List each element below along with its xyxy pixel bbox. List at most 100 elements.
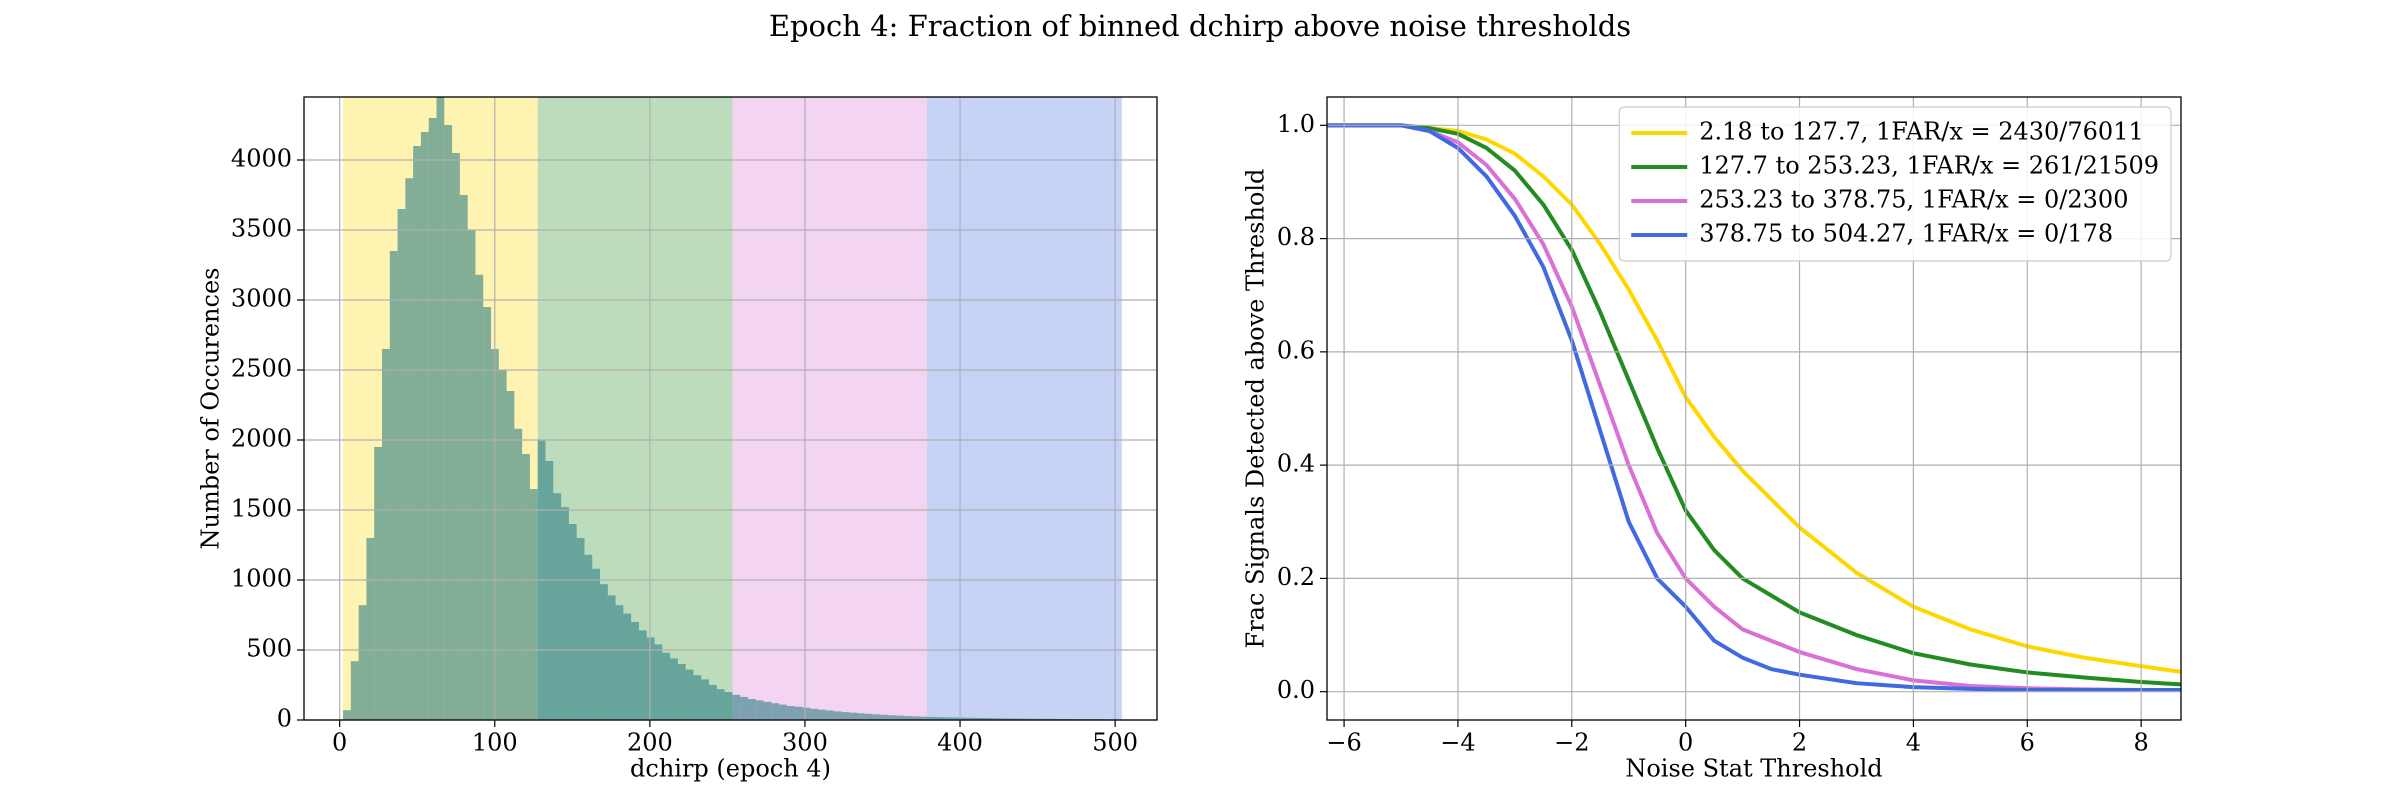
bar — [942, 717, 951, 720]
bar — [522, 454, 530, 720]
y-tick-label: 1.0 — [1277, 110, 1315, 138]
bar — [452, 153, 460, 720]
y-tick-label: 0.6 — [1277, 336, 1315, 364]
bar — [670, 658, 678, 720]
x-axis-label: Noise Stat Threshold — [1625, 755, 1882, 783]
bar — [771, 703, 780, 720]
bar — [888, 715, 896, 720]
y-tick-label: 4000 — [231, 145, 292, 173]
bar — [568, 524, 577, 720]
y-tick-label: 1500 — [231, 495, 292, 523]
bar — [576, 538, 585, 720]
y-tick-label: 3500 — [231, 215, 292, 243]
y-tick-label: 0.2 — [1277, 563, 1315, 591]
band — [927, 97, 1122, 720]
y-tick-label: 0.8 — [1277, 223, 1315, 251]
bar — [958, 717, 967, 720]
bar — [856, 713, 865, 720]
bar — [374, 447, 382, 720]
bar — [724, 692, 733, 720]
bar — [677, 664, 686, 720]
bar — [545, 461, 554, 720]
bar — [833, 711, 842, 720]
x-tick-label: −2 — [1554, 729, 1589, 757]
bar — [747, 699, 756, 720]
x-axis-label: dchirp (epoch 4) — [630, 755, 831, 783]
bar — [646, 637, 655, 720]
bar — [802, 707, 811, 720]
bar — [529, 489, 538, 720]
bar — [841, 712, 850, 720]
bar — [506, 391, 515, 720]
bar — [740, 696, 748, 720]
bar — [911, 716, 920, 720]
axes-frame — [303, 96, 1158, 721]
x-tick-label: −4 — [1440, 729, 1475, 757]
bar — [389, 251, 398, 720]
y-axis-label: Number of Occurences — [197, 268, 225, 550]
x-tick-label: −6 — [1326, 729, 1361, 757]
chart: 0 100 200 300 400 500 0 500 1000 1500 2000 2500 3000… — [197, 96, 1158, 783]
bar — [732, 694, 741, 720]
bar — [997, 718, 1005, 720]
bar — [459, 195, 468, 720]
bar — [779, 704, 787, 720]
bar — [366, 538, 375, 720]
bar — [654, 644, 663, 720]
bar — [872, 714, 881, 720]
bar — [818, 709, 826, 720]
x-tick-label: 400 — [937, 729, 983, 757]
y-tick-label: 2500 — [231, 355, 292, 383]
bar — [615, 605, 624, 720]
bar — [825, 710, 834, 720]
bar — [903, 716, 912, 720]
y-tick-label: 1000 — [231, 565, 292, 593]
bar — [428, 118, 437, 720]
bar — [1004, 718, 1013, 720]
bar — [693, 675, 702, 720]
bar — [849, 712, 857, 720]
bar — [763, 701, 772, 720]
bar — [436, 97, 445, 720]
bar — [420, 132, 429, 720]
bar — [919, 716, 928, 720]
legend-label: 378.75 to 504.27, 1FAR/x = 0/178 — [1699, 220, 2113, 248]
bar — [810, 708, 819, 720]
grid — [1327, 97, 2181, 720]
legend-label: 127.7 to 253.23, 1FAR/x = 261/21509 — [1699, 152, 2159, 180]
bar — [927, 716, 935, 720]
bar — [483, 307, 492, 720]
x-tick-label: 4 — [1906, 729, 1921, 757]
bar — [716, 689, 725, 720]
x-tick-label: 0 — [332, 729, 347, 757]
bar — [397, 209, 406, 720]
bar — [561, 507, 569, 720]
bar — [584, 554, 593, 720]
x-tick-label: 0 — [1678, 729, 1693, 757]
bar — [1020, 718, 1029, 720]
bar — [358, 605, 367, 720]
plot-area — [343, 97, 1122, 720]
bar — [467, 230, 476, 720]
bar — [514, 428, 523, 720]
bar — [600, 584, 608, 720]
bar — [405, 178, 414, 720]
bar — [685, 669, 694, 720]
legend-label: 253.23 to 378.75, 1FAR/x = 0/2300 — [1699, 186, 2128, 214]
bar — [592, 568, 601, 720]
bar — [794, 706, 803, 720]
bar — [413, 146, 421, 720]
bar — [475, 274, 484, 720]
bar — [631, 622, 639, 720]
bar — [864, 713, 873, 720]
x-tick-label: 6 — [2020, 729, 2035, 757]
y-tick-label: 0.4 — [1277, 450, 1315, 478]
bar — [343, 710, 351, 720]
bar — [709, 685, 717, 720]
x-tick-label: 8 — [2134, 729, 2149, 757]
bar — [895, 715, 904, 720]
bar — [350, 661, 359, 720]
figure-title: Epoch 4: Fraction of binned dchirp above… — [769, 9, 1631, 43]
bar — [966, 717, 974, 720]
